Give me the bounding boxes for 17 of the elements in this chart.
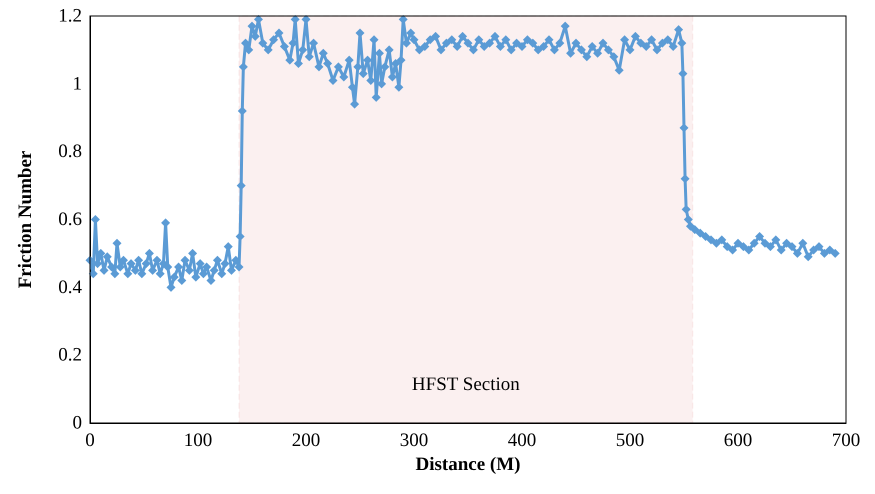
x-tick-label: 300 <box>400 430 428 451</box>
y-tick-label: 1.2 <box>58 6 82 26</box>
x-tick-label: 600 <box>724 430 752 451</box>
y-axis-title: Friction Number <box>15 150 36 288</box>
x-tick-label: 100 <box>184 430 212 451</box>
y-tick-label: 0.6 <box>58 209 82 230</box>
y-tick-label: 0.8 <box>58 141 82 162</box>
x-tick-label: 500 <box>616 430 644 451</box>
x-tick-label: 200 <box>292 430 320 451</box>
y-tick-label: 0 <box>72 412 82 434</box>
x-tick-label: 700 <box>832 430 860 451</box>
y-tick-label: 0.2 <box>58 344 82 366</box>
x-axis-title: Distance (M) <box>416 454 520 475</box>
y-tick-label: 1 <box>72 73 82 94</box>
x-tick-label: 400 <box>508 430 536 451</box>
y-tick-label: 0.4 <box>58 276 82 298</box>
band-label: HFST Section <box>412 374 520 395</box>
